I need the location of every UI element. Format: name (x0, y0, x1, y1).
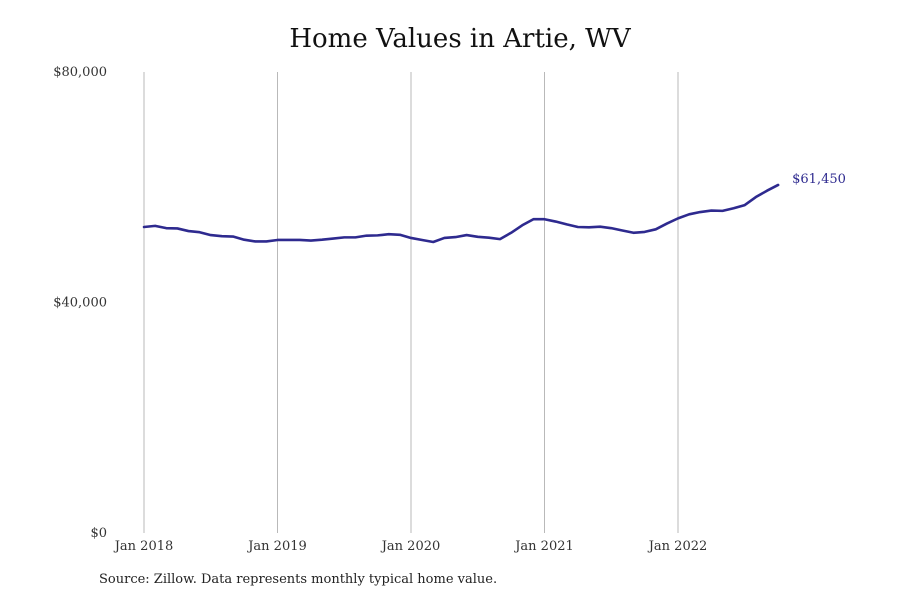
series-line (142, 183, 780, 244)
y-tick-label: $80,000 (53, 65, 107, 80)
x-tick-label: Jan 2020 (380, 539, 441, 554)
source-note: Source: Zillow. Data represents monthly … (99, 572, 498, 587)
y-tick-label: $40,000 (53, 296, 107, 311)
x-gridlines (143, 72, 679, 533)
data-labels: $61,450 (792, 172, 846, 187)
x-tick-label: Jan 2022 (647, 539, 708, 554)
chart-title: Home Values in Artie, WV (289, 24, 631, 54)
x-tick-label: Jan 2018 (113, 539, 174, 554)
y-axis-tick-labels: $0 $40,000 $80,000 (53, 65, 107, 541)
y-tick-label: $0 (90, 526, 107, 541)
series-layer (142, 183, 780, 244)
x-axis-tick-labels: Jan 2018 Jan 2019 Jan 2020 Jan 2021 Jan 2022 (113, 539, 708, 554)
x-tick-label: Jan 2019 (246, 539, 307, 554)
x-tick-label: Jan 2021 (513, 539, 574, 554)
end-value-label: $61,450 (792, 172, 846, 187)
